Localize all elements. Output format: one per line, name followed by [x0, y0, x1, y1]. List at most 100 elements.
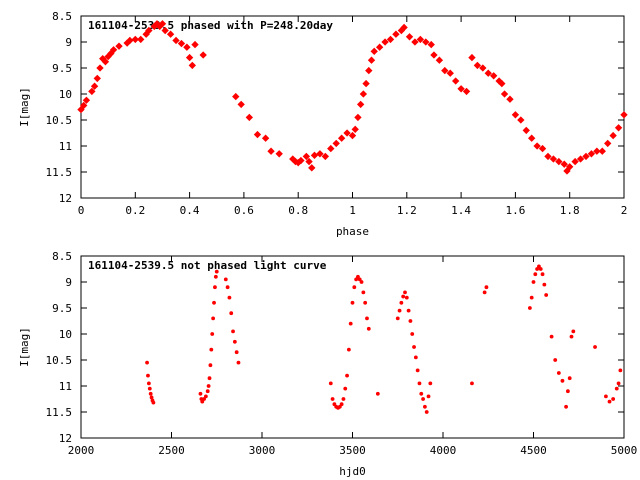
data-point [232, 92, 240, 101]
x-tick-label: 1.8 [560, 204, 580, 217]
data-point [490, 72, 498, 80]
data-point [404, 295, 409, 300]
data-point [457, 85, 465, 93]
data-point [330, 397, 335, 401]
data-point [403, 290, 407, 295]
data-point [352, 285, 357, 290]
data-point [412, 345, 416, 349]
data-point [410, 332, 415, 336]
data-point [421, 397, 425, 401]
y-tick-label: 9.5 [52, 62, 72, 75]
y-tick-label: 10.5 [46, 114, 73, 127]
data-point [212, 300, 216, 305]
data-point [328, 381, 333, 386]
y-tick-label: 12 [59, 192, 72, 205]
data-point [500, 90, 509, 98]
data-point [604, 139, 612, 148]
data-point [614, 124, 623, 132]
data-point [275, 150, 283, 158]
data-point [482, 290, 487, 295]
data-point [441, 66, 449, 75]
data-point [400, 23, 408, 32]
data-point [571, 157, 579, 166]
data-point [560, 160, 568, 168]
data-point [225, 285, 230, 290]
data-point [435, 56, 444, 64]
data-point [542, 282, 547, 287]
data-point [609, 131, 617, 140]
data-point [598, 147, 606, 155]
y-tick-label: 9 [65, 276, 72, 289]
data-point [148, 391, 153, 396]
data-point [361, 290, 366, 295]
data-point [96, 64, 104, 72]
data-point [209, 347, 214, 352]
data-point [451, 77, 460, 85]
data-point [208, 363, 213, 368]
x-tick-label: 1 [349, 204, 356, 217]
y-tick-label: 11 [59, 140, 72, 153]
x-tick-label: 2500 [158, 444, 185, 457]
data-point [607, 399, 612, 404]
data-point [213, 274, 218, 279]
data-point [417, 381, 422, 386]
data-point [351, 125, 359, 134]
data-point [560, 378, 565, 383]
data-point [556, 371, 561, 375]
y-tick-label: 11.5 [46, 166, 73, 179]
data-point [366, 326, 371, 331]
data-point [365, 316, 369, 321]
data-point [223, 277, 228, 282]
y-tick-label: 9 [65, 36, 72, 49]
data-point [426, 394, 431, 399]
data-point [188, 61, 196, 70]
y-tick-label: 11.5 [46, 406, 73, 419]
data-point [191, 40, 199, 49]
data-point [614, 386, 619, 391]
data-point [405, 33, 414, 41]
data-point [397, 308, 402, 313]
data-point [146, 381, 151, 386]
data-point [533, 142, 541, 150]
data-point [245, 113, 254, 122]
data-point [566, 163, 574, 171]
data-point [424, 410, 429, 414]
x-tick-label: 0.4 [180, 204, 200, 217]
data-point [408, 319, 413, 323]
y-tick-label: 12 [59, 432, 72, 445]
data-point [422, 38, 430, 46]
data-point [348, 321, 353, 326]
x-tick-label: 3000 [249, 444, 276, 457]
x-tick-label: 2000 [68, 444, 95, 457]
data-point [206, 384, 211, 388]
data-point [137, 35, 145, 44]
x-tick-label: 4000 [430, 444, 457, 457]
data-point [484, 69, 492, 77]
data-point [305, 157, 313, 166]
x-tick-label: 5000 [611, 444, 638, 457]
data-point [370, 47, 378, 56]
data-point [395, 316, 400, 321]
data-point [618, 368, 623, 373]
data-point [145, 26, 153, 35]
data-point [527, 306, 532, 310]
data-point [109, 46, 118, 54]
data-point [231, 329, 235, 334]
data-point [553, 358, 558, 362]
data-point [415, 368, 420, 373]
data-point [343, 129, 351, 137]
data-point [576, 155, 585, 163]
data-point [213, 285, 217, 290]
data-point [80, 101, 88, 110]
data-point [419, 391, 424, 396]
data-point [327, 144, 335, 153]
x-axis-label: phase [336, 225, 369, 238]
data-point [423, 404, 427, 409]
x-tick-label: 3500 [339, 444, 366, 457]
data-point [462, 87, 471, 96]
data-point [549, 334, 554, 339]
data-point [316, 150, 324, 158]
data-point [151, 400, 156, 405]
data-point [555, 157, 563, 166]
